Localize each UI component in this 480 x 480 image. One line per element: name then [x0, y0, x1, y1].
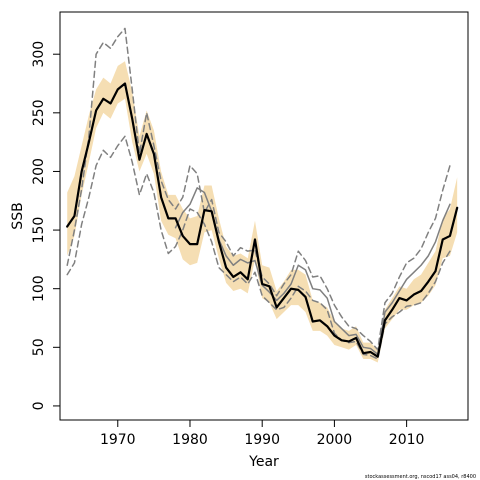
plot-frame: [59, 11, 469, 421]
x-axis-title: Year: [248, 454, 279, 470]
y-tick-label: 250: [31, 99, 47, 126]
y-tick-label: 50: [31, 338, 47, 356]
comparison-lower-dashed-line: [66, 135, 451, 360]
axes-layer: 1970 1980 1990 2000 2010 0 50 100 150 200 250 300: [31, 41, 424, 448]
confidence-band: [67, 61, 458, 363]
y-tick-label: 150: [31, 217, 47, 244]
footer-note: stockassessment.org, nscod17 ass04, r840…: [365, 474, 476, 480]
y-tick-label: 0: [31, 401, 47, 410]
x-tick-label: 1970: [100, 432, 136, 448]
x-tick-label: 2000: [317, 432, 353, 448]
comparison-estimate-line: [174, 187, 451, 356]
y-axis-title: SSB: [10, 202, 26, 229]
y-tick-label: 200: [31, 158, 47, 185]
confidence-band-layer: [67, 61, 458, 363]
x-tick-label: 1990: [244, 432, 280, 448]
x-tick-label: 2010: [389, 432, 425, 448]
y-tick-label: 300: [31, 41, 47, 68]
series-lines-layer: [66, 27, 459, 360]
x-tick-label: 1980: [172, 432, 208, 448]
ssb-estimate-line: [66, 82, 459, 358]
y-tick-label: 100: [31, 275, 47, 302]
